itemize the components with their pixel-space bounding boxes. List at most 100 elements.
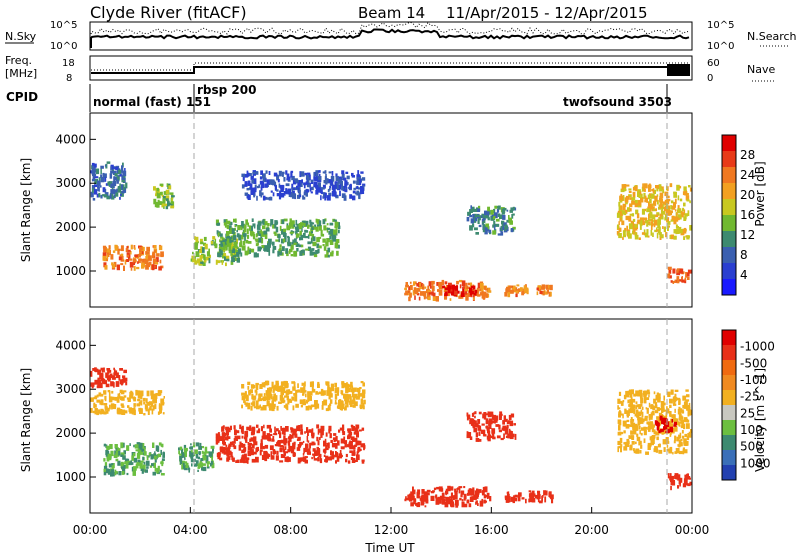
- heatmap-cell: [536, 287, 539, 291]
- heatmap-cell: [165, 204, 169, 210]
- heatmap-cell: [620, 188, 625, 193]
- heatmap-cell: [241, 435, 244, 439]
- velocity-y-label: Slant Range [km]: [19, 368, 33, 472]
- heatmap-cell: [250, 405, 253, 411]
- heatmap-cell: [645, 451, 649, 455]
- heatmap-cell: [661, 234, 664, 239]
- colorbar-tick-label: 16: [740, 208, 755, 222]
- heatmap-cell: [258, 184, 261, 188]
- heatmap-cell: [287, 398, 292, 403]
- heatmap-cell: [251, 187, 255, 191]
- heatmap-cell: [133, 262, 135, 265]
- heatmap-cell: [517, 496, 521, 502]
- heatmap-cell: [290, 191, 292, 198]
- heatmap-cell: [303, 447, 305, 454]
- heatmap-cell: [266, 451, 268, 457]
- heatmap-cell: [311, 186, 314, 191]
- heatmap-cell: [97, 369, 102, 373]
- heatmap-cell: [469, 436, 473, 440]
- heatmap-cell: [632, 218, 636, 222]
- heatmap-cell: [470, 285, 475, 288]
- heatmap-cell: [653, 189, 656, 194]
- heatmap-cell: [618, 420, 622, 426]
- heatmap-cell: [97, 186, 100, 191]
- heatmap-cell: [242, 443, 246, 447]
- heatmap-cell: [198, 249, 203, 254]
- heatmap-cell: [666, 441, 670, 444]
- heatmap-cell: [679, 477, 683, 483]
- heatmap-cell: [420, 283, 424, 289]
- heatmap-cell: [653, 431, 657, 435]
- heatmap-cell: [459, 497, 462, 501]
- heatmap-cell: [94, 407, 98, 412]
- heatmap-cell: [255, 390, 258, 396]
- heatmap-cell: [138, 444, 141, 451]
- heatmap-cell: [537, 497, 540, 503]
- heatmap-cell: [133, 265, 136, 271]
- heatmap-cell: [334, 402, 338, 405]
- heatmap-cell: [106, 445, 110, 450]
- heatmap-cell: [458, 486, 463, 489]
- heatmap-cell: [683, 191, 687, 195]
- heatmap-cell: [322, 238, 326, 243]
- heatmap-cell: [283, 430, 286, 436]
- heatmap-cell: [280, 188, 284, 192]
- heatmap-cell: [649, 223, 651, 226]
- y-tick-label: 3000: [55, 176, 86, 190]
- heatmap-cell: [146, 455, 149, 461]
- heatmap-cell: [125, 463, 129, 469]
- heatmap-cell: [644, 195, 647, 201]
- heatmap-cell: [479, 216, 481, 221]
- freq-tick-bottom: 8: [66, 73, 72, 84]
- heatmap-cell: [181, 465, 184, 470]
- heatmap-cell: [450, 492, 453, 498]
- heatmap-cell: [226, 220, 231, 225]
- heatmap-cell: [432, 296, 437, 301]
- heatmap-cell: [681, 430, 684, 434]
- heatmap-cell: [655, 185, 659, 189]
- heatmap-cell: [352, 426, 355, 431]
- colorbar-tick-label: 1000: [740, 456, 771, 470]
- heatmap-cell: [674, 393, 677, 399]
- heatmap-cell: [300, 181, 303, 187]
- heatmap-cell: [648, 402, 651, 408]
- heatmap-cell: [495, 424, 500, 427]
- heatmap-cell: [315, 403, 320, 409]
- heatmap-cell: [685, 272, 688, 278]
- heatmap-cell: [272, 403, 276, 408]
- heatmap-cell: [309, 381, 312, 388]
- heatmap-cell: [444, 502, 449, 508]
- heatmap-cell: [669, 476, 671, 481]
- heatmap-cell: [621, 220, 625, 226]
- heatmap-cell: [284, 446, 287, 451]
- heatmap-cell: [289, 224, 292, 229]
- heatmap-cell: [662, 226, 664, 229]
- heatmap-cell: [673, 201, 676, 208]
- heatmap-cell: [462, 286, 465, 293]
- heatmap-cell: [356, 185, 359, 190]
- heatmap-cell: [250, 389, 253, 394]
- heatmap-cell: [510, 413, 515, 418]
- heatmap-cell: [158, 245, 163, 251]
- heatmap-cell: [485, 500, 487, 503]
- heatmap-cell: [679, 198, 683, 202]
- heatmap-cell: [327, 406, 330, 411]
- heatmap-cell: [353, 387, 357, 392]
- heatmap-cell: [334, 387, 339, 393]
- heatmap-cell: [204, 446, 208, 453]
- heatmap-cell: [151, 463, 154, 467]
- heatmap-cell: [456, 488, 458, 492]
- heatmap-cell: [315, 391, 318, 394]
- heatmap-cell: [247, 241, 252, 244]
- heatmap-cell: [179, 453, 182, 456]
- heatmap-cell: [322, 244, 325, 247]
- heatmap-cell: [469, 290, 473, 296]
- heatmap-cell: [117, 460, 121, 466]
- heatmap-cell: [298, 425, 301, 431]
- heatmap-cell: [683, 438, 687, 444]
- heatmap-cell: [408, 296, 411, 302]
- heatmap-cell: [239, 441, 242, 447]
- heatmap-cell: [294, 395, 298, 402]
- heatmap-cell: [315, 189, 319, 195]
